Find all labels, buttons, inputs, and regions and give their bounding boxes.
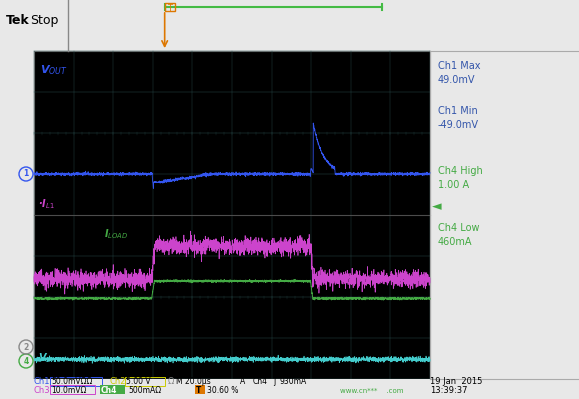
Text: 50.0mVΩΩ: 50.0mVΩΩ [51,377,93,386]
Text: www.cn***    .com: www.cn*** .com [340,388,404,394]
Text: M 20.0μs: M 20.0μs [176,377,211,386]
Text: T: T [196,386,201,395]
Bar [34,51,430,379]
Text: 4: 4 [23,356,28,365]
Text: 49.0mV: 49.0mV [438,75,475,85]
Text: Ch4: Ch4 [101,386,118,395]
Text: A: A [240,377,245,386]
Text: 1: 1 [23,170,28,178]
Text: Ch1 Min: Ch1 Min [438,106,478,116]
Text: ʃ: ʃ [273,377,276,386]
Text: Tek: Tek [6,14,30,27]
Text: 13:39:37: 13:39:37 [430,386,467,395]
Text: Ch4 Low: Ch4 Low [438,223,479,233]
Text: T: T [167,4,172,13]
Text: 930mA: 930mA [280,377,307,386]
Bar [50,377,102,386]
Text: ◄: ◄ [432,200,442,213]
Text: Ch3: Ch3 [34,386,50,395]
Text: 30.60 %: 30.60 % [207,386,239,395]
Text: -49.0mV: -49.0mV [438,120,479,130]
Text: 5.00 V: 5.00 V [126,377,151,386]
Text: V$_{SW}$: V$_{SW}$ [38,351,59,365]
Text: ·I$_{L1}$: ·I$_{L1}$ [38,197,55,211]
Text: V$_{OUT}$: V$_{OUT}$ [40,63,68,77]
Bar [125,377,165,386]
Text: 10.0mVΩ: 10.0mVΩ [51,386,86,395]
Text: Ω: Ω [168,377,174,386]
Text: Ch1 Max: Ch1 Max [438,61,481,71]
Bar [195,385,205,394]
Bar [100,385,125,394]
Bar [0,379,579,399]
Text: Ch2: Ch2 [110,377,126,386]
Text: 500mAΩ: 500mAΩ [128,386,161,395]
Text: 460mA: 460mA [438,237,472,247]
Bar [50,385,95,394]
Text: I$_{LOAD}$: I$_{LOAD}$ [104,227,129,241]
Text: 2: 2 [23,342,28,352]
Text: Ch4 High: Ch4 High [438,166,483,176]
Text: Ch4: Ch4 [253,377,268,386]
Text: 19 Jan  2015: 19 Jan 2015 [430,377,482,386]
Text: Ch1: Ch1 [34,377,50,386]
Text: 1.00 A: 1.00 A [438,180,469,190]
Text: Stop: Stop [30,14,58,27]
Bar [164,3,175,11]
